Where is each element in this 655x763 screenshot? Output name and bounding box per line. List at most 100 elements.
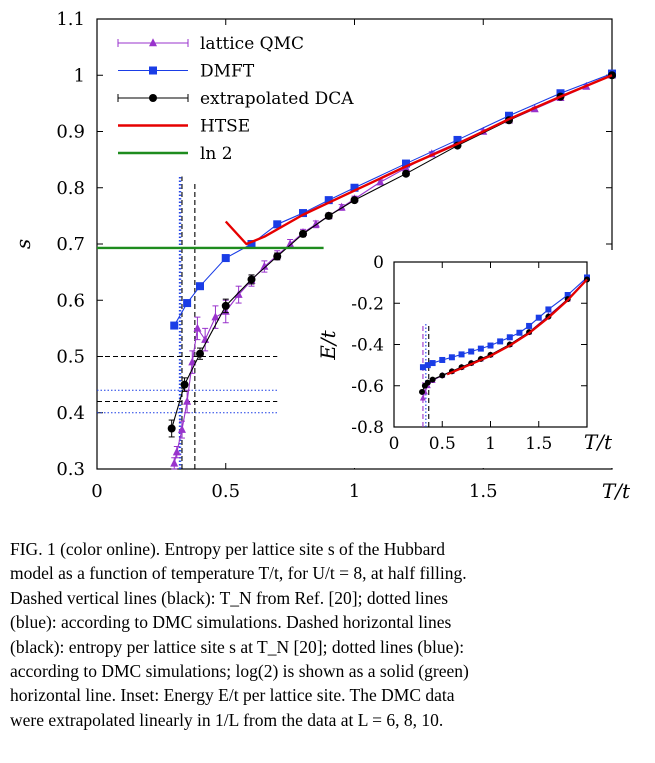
data-point bbox=[234, 289, 243, 298]
data-point bbox=[193, 323, 202, 332]
x-tick-label: 1 bbox=[485, 434, 496, 454]
data-point bbox=[247, 275, 256, 284]
data-point bbox=[273, 220, 282, 229]
y-tick-label: -0.6 bbox=[351, 377, 384, 397]
data-point bbox=[505, 111, 513, 120]
y-tick-label: 1.1 bbox=[56, 9, 85, 30]
data-point bbox=[286, 239, 295, 248]
series-line-dmft bbox=[173, 73, 613, 326]
legend-label-dmft: DMFT bbox=[200, 62, 255, 82]
data-point bbox=[477, 345, 484, 352]
data-point bbox=[180, 380, 189, 389]
data-point bbox=[419, 394, 426, 401]
data-point bbox=[299, 209, 307, 218]
data-point bbox=[350, 196, 359, 205]
data-point bbox=[167, 424, 176, 433]
y-tick-label: -0.2 bbox=[351, 294, 384, 314]
caption-line: Dashed vertical lines (black): T_N from … bbox=[10, 587, 449, 608]
y-tick-label: 0.6 bbox=[56, 290, 85, 311]
data-point bbox=[221, 254, 230, 263]
data-point bbox=[448, 354, 455, 361]
y-tick-label: 0.5 bbox=[56, 347, 85, 368]
caption-line: FIG. 1 (color online). Entropy per latti… bbox=[10, 539, 445, 559]
data-point bbox=[526, 322, 533, 329]
data-point bbox=[424, 362, 431, 369]
data-point bbox=[172, 447, 181, 456]
data-point bbox=[458, 351, 465, 358]
data-point bbox=[183, 396, 192, 405]
data-point bbox=[453, 135, 462, 144]
data-point bbox=[177, 424, 186, 433]
legend: lattice QMC DMFT extrapolated DCA HTSE ln 2 bbox=[117, 34, 354, 164]
legend-marker-dmft bbox=[149, 66, 157, 75]
y-tick-label: -0.8 bbox=[351, 418, 384, 438]
data-point bbox=[350, 183, 359, 192]
legend-label-lattice-qmc: lattice QMC bbox=[200, 34, 304, 54]
y-axis-label: E/t bbox=[316, 329, 340, 360]
legend-marker-extrapolated-dca bbox=[149, 94, 157, 102]
data-point bbox=[273, 252, 282, 261]
data-point bbox=[418, 388, 425, 395]
caption-line: were extrapolated linearly in 1/L from t… bbox=[10, 709, 444, 730]
legend-label-htse: HTSE bbox=[200, 117, 250, 137]
data-point bbox=[299, 229, 307, 238]
y-tick-label: 0.9 bbox=[56, 122, 85, 143]
data-point bbox=[439, 372, 446, 379]
caption-line: (blue): according to DMC simulations. Da… bbox=[10, 612, 452, 633]
series-line-htse bbox=[446, 278, 588, 376]
data-point bbox=[497, 338, 504, 345]
data-point bbox=[260, 261, 269, 270]
data-point bbox=[468, 348, 475, 355]
legend-label-extrapolated-dca: extrapolated DCA bbox=[200, 89, 354, 109]
x-tick-label: 0 bbox=[389, 434, 400, 454]
x-tick-label: 1.5 bbox=[469, 481, 498, 502]
x-tick-label: 1.5 bbox=[525, 434, 552, 454]
data-point bbox=[211, 312, 220, 321]
data-point bbox=[188, 357, 197, 366]
data-point bbox=[419, 364, 426, 371]
x-tick-label: 0 bbox=[91, 481, 102, 502]
x-tick-label: 1 bbox=[349, 481, 360, 502]
data-point bbox=[516, 329, 523, 336]
y-tick-label: 0.7 bbox=[56, 234, 85, 255]
data-point bbox=[376, 177, 385, 186]
data-point bbox=[424, 379, 431, 386]
legend-marker-lattice-qmc bbox=[149, 38, 157, 47]
x-tick-label: 0.5 bbox=[429, 434, 456, 454]
y-tick-label: 0.3 bbox=[56, 459, 85, 480]
caption-line: (black): entropy per lattice site s at T… bbox=[10, 636, 465, 657]
data-point bbox=[429, 376, 436, 383]
data-point bbox=[564, 292, 571, 298]
x-axis-label: T/t bbox=[584, 430, 613, 454]
data-point bbox=[324, 211, 333, 220]
data-point bbox=[402, 159, 410, 168]
legend-label-ln-2: ln 2 bbox=[200, 144, 233, 164]
entropy-figure: 0 0.5 1 1.5 0.3 0.4 0.5 0.6 0.7 0.8 0.9 1 1.1 T/t s lat… bbox=[11, 9, 631, 503]
y-tick-label: 1 bbox=[74, 65, 85, 86]
caption-line: according to DMC simulations; log(2) is … bbox=[10, 661, 469, 682]
data-point bbox=[429, 360, 436, 367]
data-point bbox=[196, 282, 204, 291]
data-point bbox=[170, 458, 179, 467]
data-point bbox=[311, 219, 320, 228]
series-htse bbox=[446, 278, 588, 376]
y-axis-label: s bbox=[11, 239, 35, 249]
x-axis-label: T/t bbox=[602, 479, 631, 503]
data-point bbox=[545, 306, 552, 313]
inset-chart: 0 0.5 1 1.5 0 -0.2 -0.4 -0.6 -0.8 T/t E/t bbox=[316, 250, 618, 468]
y-tick-label: 0.4 bbox=[56, 403, 85, 424]
data-point bbox=[170, 321, 179, 330]
data-point bbox=[439, 356, 446, 363]
y-tick-label: 0.8 bbox=[56, 178, 85, 199]
data-point bbox=[196, 349, 204, 358]
data-point bbox=[535, 314, 542, 321]
series-htse bbox=[224, 74, 613, 246]
data-point bbox=[183, 299, 192, 308]
caption-line: horizontal line. Inset: Energy E/t per l… bbox=[10, 685, 455, 706]
caption-line: model as a function of temperature T/t, … bbox=[10, 563, 467, 584]
y-tick-label: 0 bbox=[373, 253, 384, 273]
data-point bbox=[221, 301, 230, 310]
main-chart: 0 0.5 1 1.5 0.3 0.4 0.5 0.6 0.7 0.8 0.9 1 1.1 T/t s lat… bbox=[11, 9, 631, 503]
x-tick-label: 0.5 bbox=[211, 481, 240, 502]
data-point bbox=[324, 196, 333, 205]
